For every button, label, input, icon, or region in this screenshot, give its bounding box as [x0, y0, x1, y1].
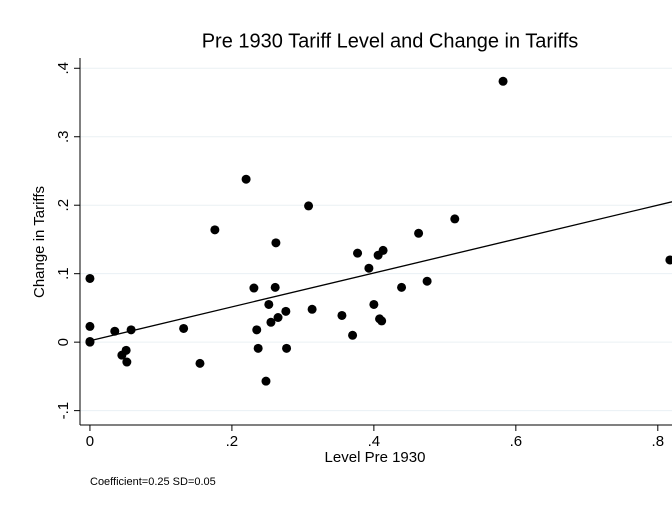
point: [304, 201, 314, 211]
point: [241, 174, 251, 184]
point: [665, 255, 672, 265]
point: [252, 325, 262, 335]
y-tick-label: .3: [55, 130, 72, 143]
x-axis-label: Level Pre 1930: [325, 449, 426, 466]
point: [337, 310, 347, 320]
point: [378, 245, 388, 255]
point: [253, 343, 263, 353]
point: [121, 345, 131, 355]
point: [264, 299, 274, 309]
y-tick-label: -.1: [55, 402, 72, 420]
point: [195, 358, 205, 368]
point: [85, 336, 95, 346]
point: [364, 263, 374, 273]
x-tick-label: .4: [368, 433, 381, 450]
point: [261, 376, 271, 386]
y-tick-label: .4: [55, 62, 72, 75]
grid: [80, 67, 672, 412]
x-tick-label: .8: [652, 433, 665, 450]
chart-title: Pre 1930 Tariff Level and Change in Tari…: [202, 30, 579, 52]
point: [249, 283, 259, 293]
point: [282, 343, 292, 353]
point: [369, 299, 379, 309]
point: [122, 357, 132, 367]
point: [85, 273, 95, 283]
point: [110, 326, 120, 336]
y-axis-label: Change in Tariffs: [31, 186, 48, 298]
point: [179, 323, 189, 333]
x-tick-label: 0: [86, 433, 94, 450]
marks: [85, 76, 672, 386]
point: [210, 225, 220, 235]
plot-area: [80, 58, 672, 425]
point: [397, 282, 407, 292]
point: [498, 76, 508, 86]
point: [450, 214, 460, 224]
point: [307, 304, 317, 314]
y-tick-label: .1: [55, 267, 72, 280]
point: [271, 238, 281, 248]
axes: -.1 0 .1 .2 .3 .4 0 .2 .4 .6 .8: [55, 58, 672, 450]
y-tick-label: 0: [55, 338, 72, 346]
x-tick-label: .6: [510, 433, 523, 450]
point: [422, 276, 432, 286]
x-tick-label: .2: [226, 433, 239, 450]
fit-line: [89, 201, 672, 342]
point: [377, 316, 387, 326]
point: [273, 313, 283, 323]
point: [353, 248, 363, 258]
y-tick-label: .2: [55, 199, 72, 212]
note: Coefficient=0.25 SD=0.05: [90, 476, 216, 488]
point: [126, 325, 136, 335]
point: [414, 228, 424, 238]
point: [281, 306, 291, 316]
point: [85, 321, 95, 331]
point: [270, 282, 280, 292]
point: [348, 330, 358, 340]
point: [266, 317, 276, 327]
